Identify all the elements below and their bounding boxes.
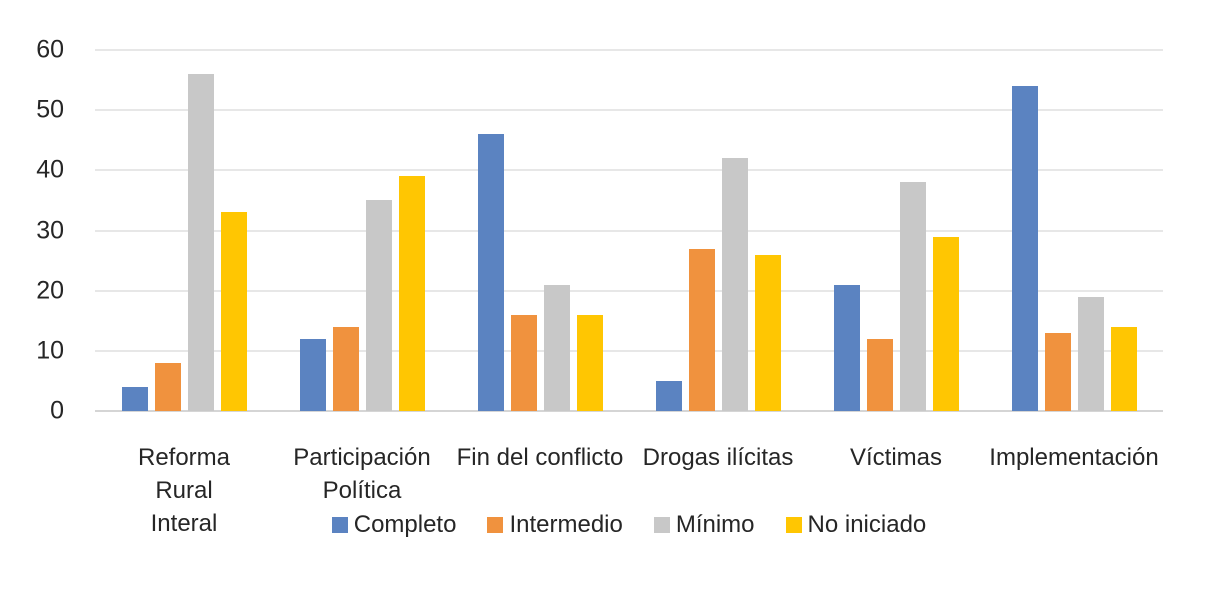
y-tick-label: 40: [36, 155, 64, 184]
y-tick-label: 30: [36, 216, 64, 244]
gridline: [95, 49, 1163, 51]
bar-no-iniciado: [398, 176, 425, 411]
bar-completo: [121, 386, 148, 411]
bar-intermedio: [154, 362, 181, 411]
bar-intermedio: [510, 314, 537, 411]
bar-no-iniciado: [754, 254, 781, 411]
plot-area: [95, 49, 1163, 412]
x-axis-labels: Reforma Rural Interal Participación Polít…: [95, 441, 1163, 540]
legend-label-completo: Completo: [353, 511, 457, 538]
legend-item-completo: Completo: [331, 511, 457, 539]
bar-no-iniciado: [220, 212, 247, 411]
bar-intermedio: [866, 338, 893, 411]
bar-no-iniciado: [932, 236, 959, 411]
y-tick-label: 10: [36, 336, 64, 365]
bar-group-victimas: [807, 50, 985, 411]
gridline: [95, 349, 1163, 352]
gridline: [95, 229, 1163, 232]
gridline: [95, 289, 1163, 292]
bar-completo: [833, 284, 860, 411]
legend-item-minimo: Mínimo: [653, 511, 755, 539]
legend-swatch-no-iniciado: [785, 517, 802, 533]
legend-label-minimo: Mínimo: [675, 511, 755, 538]
y-tick-label: 20: [36, 276, 64, 305]
legend-item-no-iniciado: No iniciado: [785, 511, 927, 539]
y-tick-label: 0: [50, 396, 64, 425]
bar-completo: [655, 380, 682, 411]
bar-intermedio: [688, 248, 715, 411]
gridline: [95, 109, 1163, 112]
bar-minimo: [1077, 296, 1104, 411]
legend-label-no-iniciado: No iniciado: [807, 511, 927, 538]
gridline: [95, 169, 1163, 172]
bar-no-iniciado: [1110, 326, 1137, 411]
bar-group-fin-del-conflicto: [451, 50, 629, 411]
bar-minimo: [721, 158, 748, 411]
bar-intermedio: [332, 326, 359, 411]
bar-no-iniciado: [576, 314, 603, 411]
category-label-reforma: Reforma Rural Interal: [137, 444, 231, 537]
bar-completo: [1011, 86, 1038, 411]
bar-group-implementacion: [985, 50, 1163, 411]
bar-completo: [299, 338, 326, 411]
legend-swatch-intermedio: [487, 517, 504, 533]
category-label-fin-del-conflicto: Fin del conflicto: [456, 444, 624, 471]
y-axis: 60 50 40 30 20 10 0: [0, 37, 72, 423]
legend: Completo Intermedio Mínimo No iniciado: [95, 511, 1163, 539]
x-axis-line: [95, 410, 1163, 412]
category-label-victimas: Víctimas: [849, 444, 942, 471]
bar-minimo: [899, 182, 926, 411]
category-label-drogas-ilicitas: Drogas ilícitas: [642, 444, 794, 471]
bar-group-participacion: [273, 50, 451, 411]
legend-swatch-completo: [331, 517, 348, 533]
bar-minimo: [365, 200, 392, 411]
y-tick-label: 50: [36, 95, 64, 124]
bar-completo: [477, 134, 504, 411]
category-label-participacion: Participación Política: [293, 444, 431, 504]
legend-swatch-minimo: [653, 517, 670, 533]
y-tick-label: 60: [36, 35, 64, 64]
gridlines: [95, 49, 1163, 412]
legend-label-intermedio: Intermedio: [509, 511, 623, 538]
bar-minimo: [543, 284, 570, 411]
bar-groups: [95, 50, 1163, 411]
category-label-implementacion: Implementación: [989, 444, 1159, 471]
bar-group-drogas-ilicitas: [629, 50, 807, 411]
bar-group-reforma: [95, 50, 273, 411]
legend-item-intermedio: Intermedio: [487, 511, 623, 539]
bar-intermedio: [1044, 332, 1071, 411]
bar-minimo: [187, 74, 214, 411]
